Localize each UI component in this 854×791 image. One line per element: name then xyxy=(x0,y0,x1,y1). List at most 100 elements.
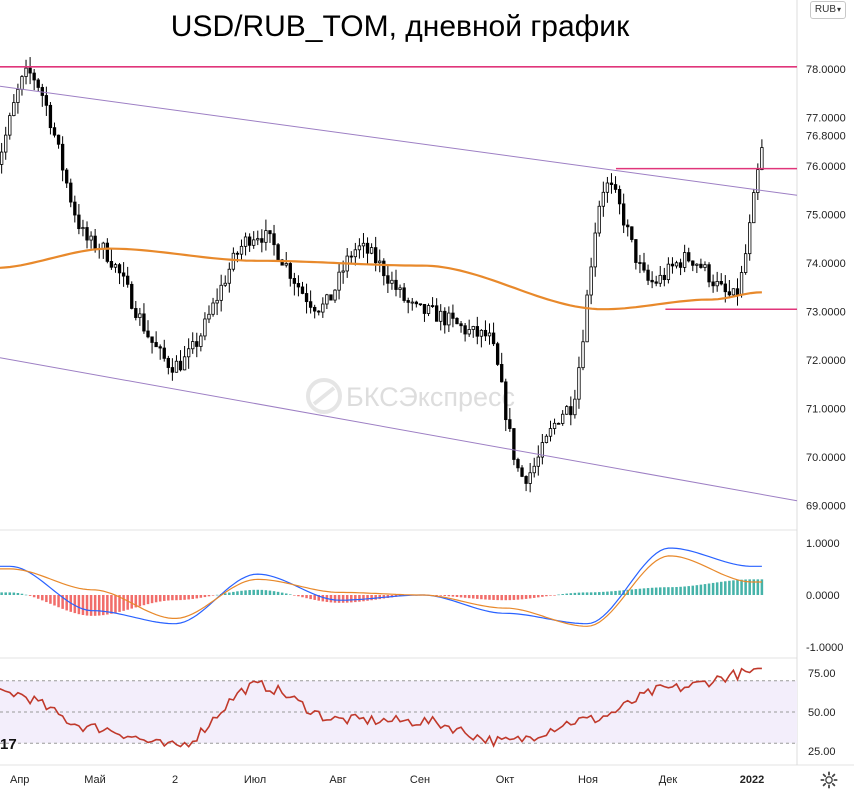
candle xyxy=(593,232,597,268)
macd-tick-label: -1.0000 xyxy=(806,642,843,654)
macd-histogram-bar xyxy=(581,592,585,595)
macd-histogram-bar xyxy=(126,595,129,610)
macd-histogram-bar xyxy=(341,595,345,603)
candle xyxy=(585,294,589,343)
candle xyxy=(597,205,601,234)
macd-histogram-bar xyxy=(658,587,662,595)
macd-histogram-bar xyxy=(4,592,7,595)
candle xyxy=(32,72,36,81)
macd-histogram-bar xyxy=(12,592,16,595)
candle xyxy=(760,147,764,171)
macd-histogram-bar xyxy=(610,591,613,595)
candle xyxy=(24,67,28,77)
candle xyxy=(524,476,528,484)
candle xyxy=(402,287,406,301)
candle xyxy=(512,428,516,460)
macd-histogram-bar xyxy=(236,591,239,595)
candle xyxy=(707,264,711,283)
candle xyxy=(410,301,414,304)
macd-histogram-bar xyxy=(301,595,304,598)
macd-histogram-bar xyxy=(93,595,97,616)
macd-histogram-bar xyxy=(573,592,577,595)
macd-histogram-bar xyxy=(671,587,674,595)
macd-histogram-bar xyxy=(53,595,56,606)
candle xyxy=(605,182,610,193)
candle xyxy=(748,222,752,255)
candle xyxy=(8,115,12,136)
macd-histogram-bar xyxy=(732,580,735,595)
candle xyxy=(426,305,431,314)
macd-histogram-bar xyxy=(358,595,361,602)
candle xyxy=(548,428,553,437)
candle xyxy=(105,242,110,262)
chevron-down-icon: ▾ xyxy=(837,5,842,14)
candle xyxy=(369,247,374,254)
macd-histogram-bar xyxy=(650,587,654,595)
macd-histogram-bar xyxy=(532,595,536,598)
macd-histogram-bar xyxy=(537,595,540,598)
candle xyxy=(508,419,512,429)
macd-histogram-bar xyxy=(366,595,369,601)
candle xyxy=(0,151,4,165)
candle xyxy=(739,272,744,296)
macd-histogram-bar xyxy=(309,595,312,600)
macd-histogram-bar xyxy=(248,590,251,595)
rsi-panel xyxy=(0,667,797,748)
candle xyxy=(117,264,122,274)
candle xyxy=(561,413,565,424)
candle xyxy=(146,330,150,338)
macd-tick-label: 0.0000 xyxy=(806,590,840,602)
x-tick-label: Апр xyxy=(10,774,29,786)
candle xyxy=(158,346,162,349)
candle xyxy=(479,329,484,337)
macd-histogram-bar xyxy=(199,595,203,598)
macd-histogram-bar xyxy=(223,593,227,595)
candle xyxy=(422,303,427,314)
candle xyxy=(243,236,248,247)
candle xyxy=(272,233,276,246)
candle xyxy=(317,310,321,313)
macd-histogram-bar xyxy=(350,595,353,603)
macd-histogram-bar xyxy=(467,595,471,599)
currency-selector[interactable]: RUB▾ xyxy=(810,1,846,19)
x-tick-label: Июл xyxy=(244,774,266,786)
candle xyxy=(284,263,288,266)
macd-histogram-bar xyxy=(122,595,125,611)
candle xyxy=(691,260,695,266)
candle xyxy=(292,278,297,284)
candle xyxy=(439,310,443,322)
macd-histogram-bar xyxy=(508,595,512,601)
candle xyxy=(487,332,492,337)
macd-histogram-bar xyxy=(191,595,194,599)
candle xyxy=(687,252,691,262)
candle xyxy=(329,294,333,301)
macd-histogram-bar xyxy=(110,595,113,614)
candle xyxy=(654,281,658,284)
candle xyxy=(459,323,463,327)
candle xyxy=(219,284,223,301)
candle xyxy=(150,336,154,343)
macd-histogram-bar xyxy=(280,592,284,595)
signal-line xyxy=(0,555,762,627)
macd-histogram-bar xyxy=(715,582,719,595)
candle xyxy=(182,356,187,371)
candle xyxy=(239,245,244,255)
candle xyxy=(357,245,362,251)
gear-icon[interactable] xyxy=(820,771,838,789)
candle xyxy=(430,305,435,307)
macd-histogram-bar xyxy=(512,595,516,600)
candle xyxy=(735,288,740,296)
macd-histogram-bar xyxy=(16,592,20,595)
candle xyxy=(256,238,260,241)
macd-histogram-bar xyxy=(553,595,556,596)
candle xyxy=(52,127,57,136)
candle xyxy=(451,312,455,319)
candle xyxy=(252,239,256,246)
macd-histogram-bar xyxy=(492,595,495,600)
macd-histogram-bar xyxy=(20,593,24,595)
candle xyxy=(390,279,394,284)
candle xyxy=(386,275,390,284)
macd-histogram-bar xyxy=(345,595,349,603)
macd-histogram-bar xyxy=(589,592,593,595)
macd-histogram-bar xyxy=(707,583,711,595)
